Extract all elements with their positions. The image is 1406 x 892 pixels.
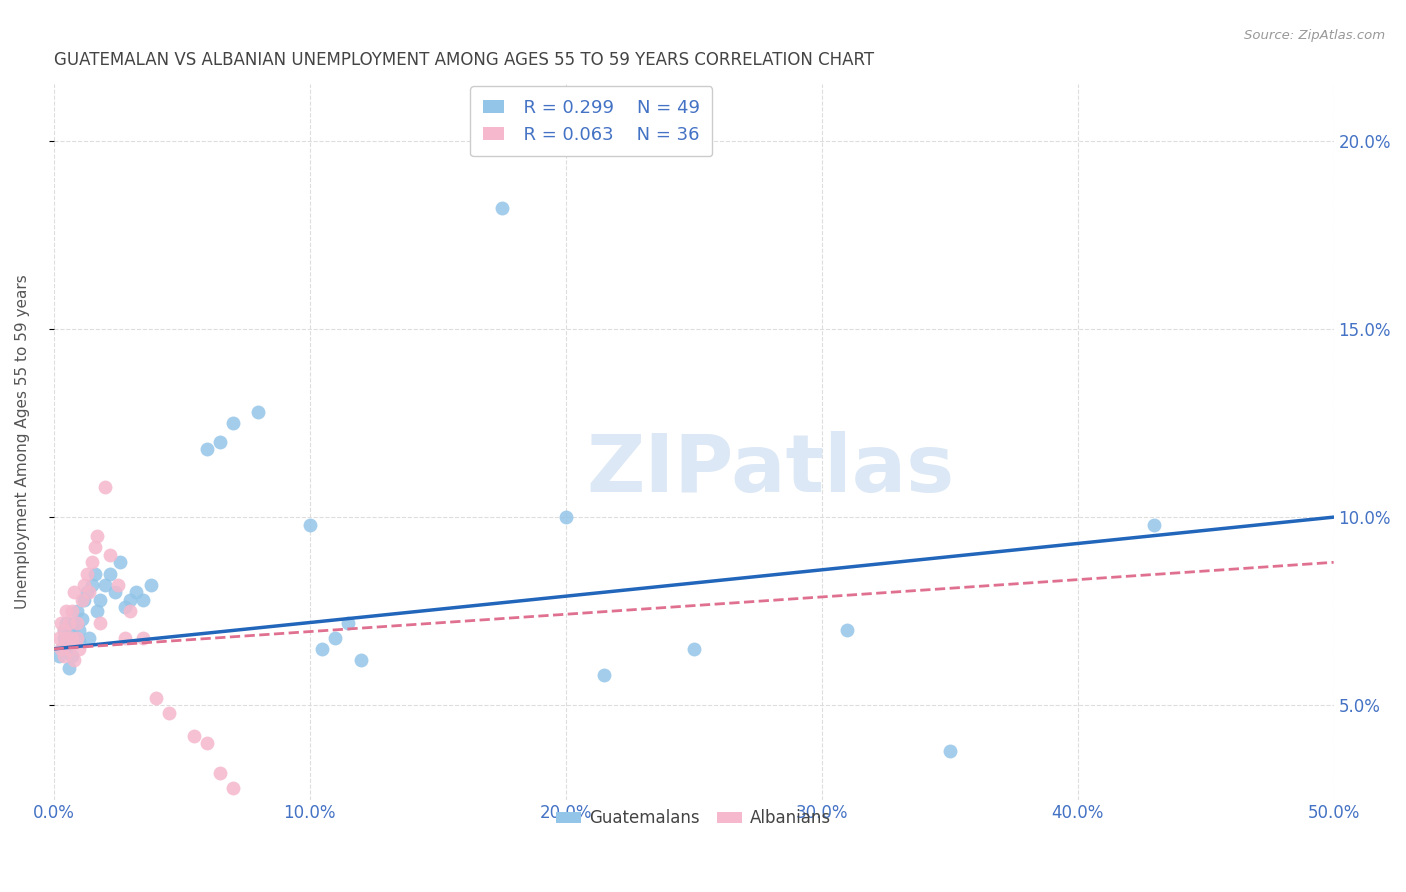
Point bbox=[183, 729, 205, 743]
Point bbox=[104, 585, 127, 599]
Point bbox=[682, 641, 704, 656]
Point bbox=[55, 615, 77, 630]
Point bbox=[1143, 517, 1166, 532]
Point bbox=[73, 593, 96, 607]
Point bbox=[55, 631, 77, 645]
Point bbox=[491, 202, 513, 216]
Point bbox=[80, 578, 103, 592]
Point bbox=[837, 623, 859, 637]
Point bbox=[60, 631, 83, 645]
Point bbox=[222, 416, 245, 430]
Point bbox=[222, 781, 245, 796]
Point bbox=[80, 555, 103, 569]
Point bbox=[114, 600, 136, 615]
Point bbox=[350, 653, 373, 667]
Point bbox=[86, 604, 108, 618]
Point bbox=[120, 593, 142, 607]
Point bbox=[51, 641, 73, 656]
Point bbox=[120, 604, 142, 618]
Point bbox=[58, 638, 80, 652]
Point bbox=[195, 736, 218, 750]
Point bbox=[66, 631, 89, 645]
Point bbox=[67, 641, 90, 656]
Point bbox=[55, 631, 77, 645]
Point bbox=[63, 653, 86, 667]
Point bbox=[83, 541, 105, 555]
Point bbox=[337, 615, 360, 630]
Text: GUATEMALAN VS ALBANIAN UNEMPLOYMENT AMONG AGES 55 TO 59 YEARS CORRELATION CHART: GUATEMALAN VS ALBANIAN UNEMPLOYMENT AMON… bbox=[53, 51, 873, 69]
Point bbox=[63, 615, 86, 630]
Point bbox=[76, 566, 98, 581]
Y-axis label: Unemployment Among Ages 55 to 59 years: Unemployment Among Ages 55 to 59 years bbox=[15, 275, 30, 609]
Point bbox=[73, 578, 96, 592]
Point bbox=[247, 405, 270, 419]
Point bbox=[66, 604, 89, 618]
Point bbox=[94, 578, 117, 592]
Point bbox=[98, 548, 121, 562]
Point bbox=[52, 649, 75, 664]
Point bbox=[58, 641, 80, 656]
Legend: Guatemalans, Albanians: Guatemalans, Albanians bbox=[550, 803, 838, 834]
Point bbox=[208, 766, 231, 780]
Point bbox=[89, 615, 111, 630]
Point bbox=[83, 566, 105, 581]
Text: Source: ZipAtlas.com: Source: ZipAtlas.com bbox=[1244, 29, 1385, 42]
Text: ZIPatlas: ZIPatlas bbox=[586, 432, 955, 509]
Point bbox=[79, 631, 101, 645]
Point bbox=[195, 442, 218, 457]
Point bbox=[132, 631, 155, 645]
Point bbox=[132, 593, 155, 607]
Point bbox=[60, 623, 83, 637]
Point bbox=[89, 593, 111, 607]
Point bbox=[208, 434, 231, 449]
Point bbox=[70, 612, 93, 626]
Point bbox=[55, 641, 77, 656]
Point bbox=[48, 649, 70, 664]
Point bbox=[108, 555, 131, 569]
Point bbox=[58, 615, 80, 630]
Point bbox=[79, 585, 101, 599]
Point bbox=[938, 743, 960, 757]
Point bbox=[67, 623, 90, 637]
Point bbox=[51, 615, 73, 630]
Point bbox=[145, 690, 167, 705]
Point bbox=[52, 623, 75, 637]
Point bbox=[298, 517, 321, 532]
Point bbox=[107, 578, 129, 592]
Point bbox=[52, 623, 75, 637]
Point bbox=[52, 631, 75, 645]
Point bbox=[55, 604, 77, 618]
Point bbox=[70, 593, 93, 607]
Point bbox=[48, 631, 70, 645]
Point bbox=[66, 615, 89, 630]
Point bbox=[51, 641, 73, 656]
Point bbox=[124, 585, 146, 599]
Point bbox=[593, 668, 616, 682]
Point bbox=[139, 578, 162, 592]
Point bbox=[76, 585, 98, 599]
Point bbox=[58, 661, 80, 675]
Point bbox=[67, 634, 90, 648]
Point bbox=[114, 631, 136, 645]
Point bbox=[157, 706, 180, 720]
Point bbox=[63, 631, 86, 645]
Point bbox=[63, 585, 86, 599]
Point bbox=[323, 631, 346, 645]
Point bbox=[60, 649, 83, 664]
Point bbox=[311, 641, 333, 656]
Point bbox=[86, 529, 108, 543]
Point bbox=[60, 604, 83, 618]
Point bbox=[554, 510, 576, 524]
Point bbox=[98, 566, 121, 581]
Point bbox=[94, 480, 117, 494]
